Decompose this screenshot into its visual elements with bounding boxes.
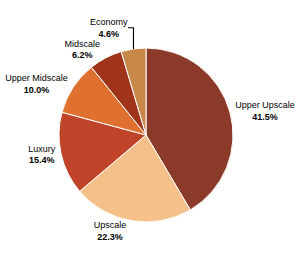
- svg-text:Upper Midscale10.0%: Upper Midscale10.0%: [5, 73, 68, 95]
- svg-text:Economy4.6%: Economy4.6%: [90, 17, 128, 39]
- svg-text:Upscale22.3%: Upscale22.3%: [94, 220, 127, 242]
- svg-text:Luxury15.4%: Luxury15.4%: [28, 144, 56, 166]
- svg-text:Midscale6.2%: Midscale6.2%: [65, 39, 101, 61]
- svg-text:Upper Upscale41.5%: Upper Upscale41.5%: [235, 100, 295, 122]
